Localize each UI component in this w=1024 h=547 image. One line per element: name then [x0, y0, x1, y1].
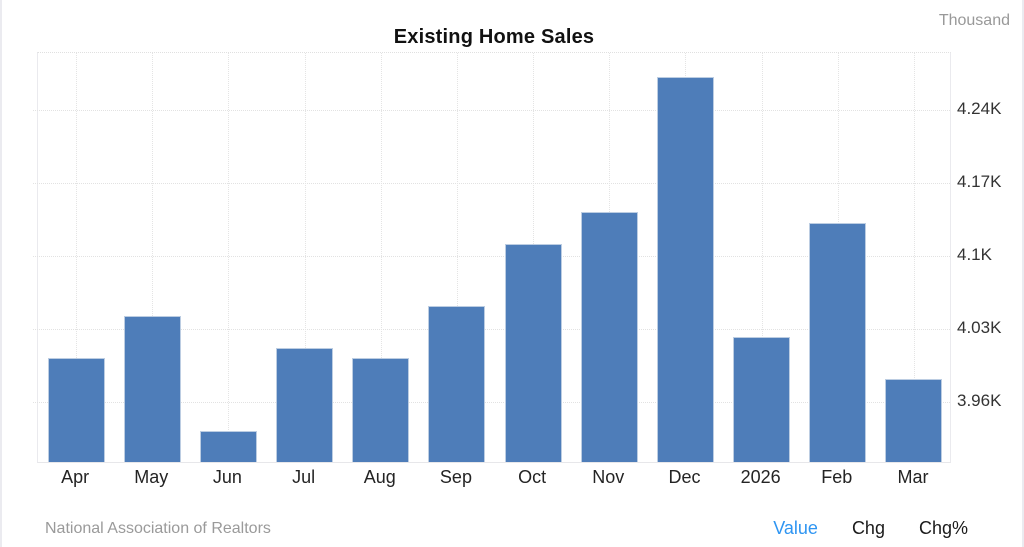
mode-link-chg[interactable]: Chg	[851, 518, 885, 538]
bar-May[interactable]	[123, 316, 181, 462]
bar-2026[interactable]	[733, 337, 791, 462]
x-axis: Apr May Jun Jul Aug Sep Oct Nov Dec 2026 Feb Mar	[37, 467, 951, 491]
x-axis-label-Apr: Apr	[61, 467, 90, 487]
x-gridline	[380, 53, 382, 462]
y-axis-label: 4.24K	[957, 99, 1002, 119]
y-axis-label: 4.03K	[957, 317, 1002, 337]
x-axis-label-Dec: Dec	[668, 467, 701, 487]
x-axis-label-Sep: Sep	[439, 467, 472, 487]
y-gridline	[33, 110, 950, 112]
plot-area	[33, 52, 951, 463]
bar-Jun[interactable]	[199, 430, 257, 462]
series-mode-switcher: Value Chg Chg%	[773, 518, 968, 539]
mode-link-chgpct[interactable]: Chg%	[918, 518, 968, 538]
x-gridline	[228, 53, 230, 462]
y-axis-unit-label: Thousand	[938, 12, 1010, 29]
chart-title: Existing Home Sales	[393, 26, 595, 48]
x-axis-label-Feb: Feb	[821, 467, 853, 487]
bar-Dec[interactable]	[656, 77, 714, 462]
bar-Apr[interactable]	[47, 357, 105, 462]
x-gridline	[456, 53, 458, 462]
x-axis-label-Oct: Oct	[518, 467, 547, 487]
bar-Oct[interactable]	[504, 243, 562, 462]
x-gridline	[152, 53, 154, 462]
x-axis-label-Aug: Aug	[363, 467, 396, 487]
y-gridline	[33, 328, 950, 330]
bar-Aug[interactable]	[352, 357, 410, 462]
x-gridline	[76, 53, 78, 462]
x-gridline	[761, 53, 763, 462]
x-axis-label-Jun: Jun	[212, 467, 242, 487]
y-gridline	[33, 255, 950, 257]
bar-Nov[interactable]	[580, 212, 638, 462]
y-axis-label: 3.96K	[957, 390, 1002, 410]
y-axis-label: 4.17K	[957, 172, 1002, 192]
y-axis-label: 4.1K	[957, 244, 992, 264]
x-axis-label-May: May	[134, 467, 169, 487]
x-axis-label-Mar: Mar	[897, 467, 929, 487]
bar-Feb[interactable]	[809, 222, 867, 462]
source-label: National Association of Realtors	[45, 520, 271, 537]
bar-Jul[interactable]	[276, 347, 334, 462]
y-gridline	[33, 401, 950, 403]
x-gridline	[304, 53, 306, 462]
x-axis-label-2026: 2026	[740, 467, 781, 487]
x-axis-label-Jul: Jul	[292, 467, 316, 487]
bar-Sep[interactable]	[428, 305, 486, 462]
x-gridline	[913, 53, 915, 462]
x-axis-label-Nov: Nov	[592, 467, 625, 487]
mode-link-value[interactable]: Value	[773, 518, 818, 538]
bar-Mar[interactable]	[885, 378, 943, 462]
y-gridline	[33, 183, 950, 185]
